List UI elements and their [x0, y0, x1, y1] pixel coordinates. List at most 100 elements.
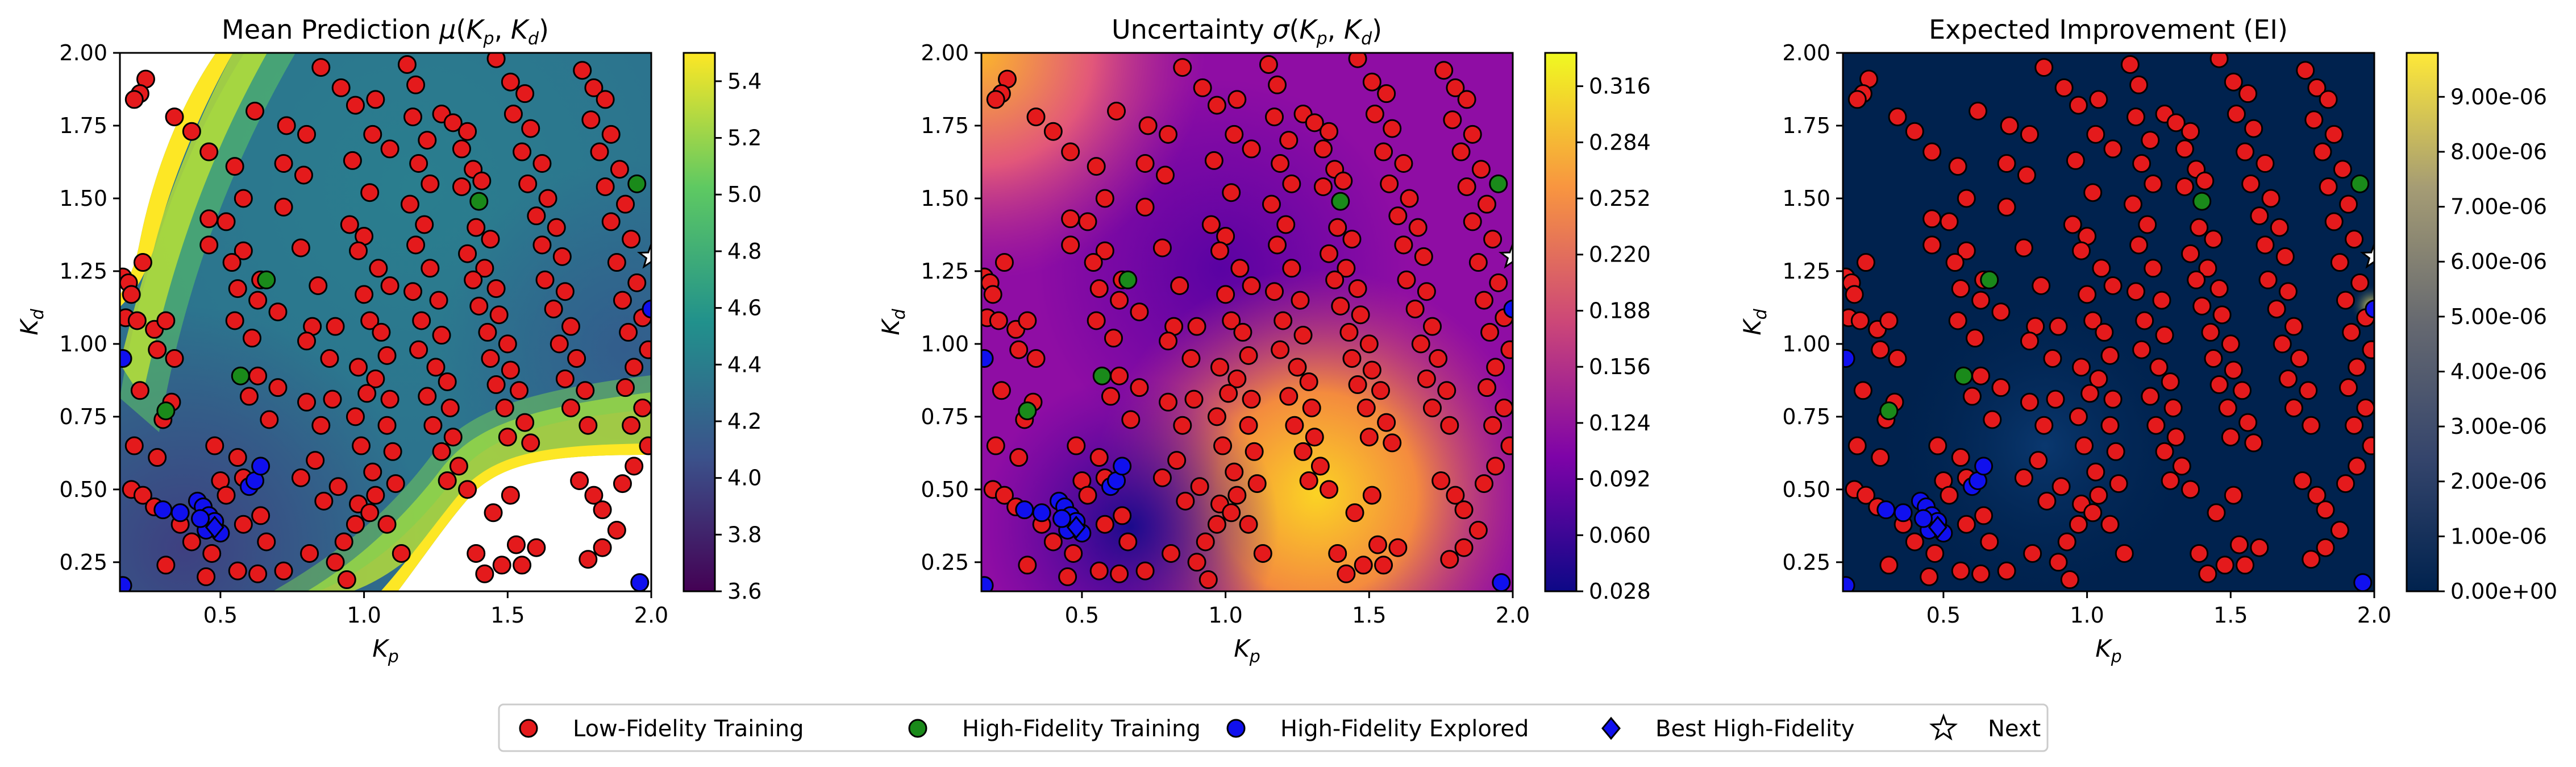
low-fidelity-point [1121, 410, 1141, 429]
low-fidelity-point [2175, 177, 2194, 196]
low-fidelity-point [1354, 555, 1373, 575]
low-fidelity-point [596, 177, 615, 196]
low-fidelity-point [1940, 212, 1959, 231]
low-fidelity-point [527, 206, 546, 226]
low-fidelity-point [1113, 506, 1132, 525]
low-fidelity-point [625, 358, 644, 377]
low-fidelity-point [346, 407, 365, 426]
low-fidelity-point [2224, 72, 2243, 92]
low-fidelity-point [380, 276, 399, 296]
low-fidelity-point [2057, 532, 2076, 552]
low-fidelity-point [535, 270, 555, 289]
low-fidelity-point [1026, 107, 1046, 127]
low-fidelity-point [372, 322, 391, 342]
x-tick-label: 2.0 [2357, 603, 2391, 628]
low-fidelity-point [2342, 322, 2361, 342]
low-fidelity-point [1135, 197, 1155, 217]
low-fidelity-point [2135, 311, 2154, 330]
low-fidelity-point [234, 241, 253, 260]
low-fidelity-point [1253, 544, 1272, 563]
high-fidelity-training-point [231, 366, 250, 385]
low-fidelity-point [2356, 399, 2374, 418]
low-fidelity-point [2212, 305, 2232, 325]
low-fidelity-point [1871, 340, 1890, 359]
low-fidelity-point [409, 340, 428, 359]
low-fidelity-point [625, 457, 644, 476]
low-fidelity-point [242, 329, 261, 348]
low-fidelity-point [1225, 125, 1244, 144]
low-fidelity-point [2236, 142, 2255, 161]
low-fidelity-point [1110, 366, 1129, 385]
low-fidelity-point [2141, 131, 2160, 150]
low-fidelity-point [406, 75, 426, 94]
y-tick-label: 1.00 [1782, 331, 1830, 356]
low-fidelity-point [2078, 285, 2097, 304]
low-fidelity-point [323, 389, 342, 409]
low-fidelity-point [423, 416, 443, 435]
low-fidelity-point [2339, 194, 2358, 214]
low-fidelity-point [2330, 253, 2349, 272]
low-fidelity-point [1337, 564, 1356, 583]
low-fidelity-point [2330, 521, 2349, 540]
low-fidelity-point [1225, 462, 1244, 482]
high-fidelity-training-point [469, 192, 489, 211]
low-fidelity-point [2161, 471, 2180, 490]
low-fidelity-point [377, 416, 397, 435]
low-fidelity-point [590, 142, 609, 161]
low-fidelity-point [2227, 104, 2246, 123]
low-fidelity-point [1247, 474, 1267, 494]
low-fidelity-point [584, 78, 604, 97]
low-fidelity-point [2284, 399, 2303, 418]
low-fidelity-point [2100, 416, 2120, 435]
low-fidelity-point [1320, 480, 1339, 499]
low-fidelity-point [1227, 369, 1247, 388]
low-fidelity-point [133, 486, 152, 505]
legend-swatch [908, 719, 927, 738]
low-fidelity-point [576, 381, 595, 400]
low-fidelity-point [544, 299, 563, 318]
low-fidelity-point [1107, 101, 1126, 121]
low-fidelity-point [2129, 75, 2149, 94]
high-fidelity-explored-point [981, 349, 994, 368]
low-fidelity-point [2293, 471, 2312, 490]
low-fidelity-point [432, 442, 451, 461]
low-fidelity-point [2221, 428, 2240, 447]
low-fidelity-point [2299, 381, 2318, 400]
low-fidelity-point [1440, 550, 1459, 569]
low-fidelity-point [1313, 139, 1333, 159]
low-fidelity-point [1905, 122, 1924, 141]
low-fidelity-point [1474, 474, 1493, 494]
low-fidelity-point [1500, 340, 1513, 359]
colorbar-tick-label: 4.2 [727, 409, 761, 434]
low-fidelity-point [2307, 78, 2327, 97]
legend-swatch [1929, 713, 1958, 741]
low-fidelity-point [2345, 416, 2364, 435]
low-fidelity-point [2146, 416, 2166, 435]
low-fidelity-point [2095, 322, 2114, 342]
low-fidelity-point [1417, 282, 1436, 301]
low-fidelity-point [2244, 433, 2263, 453]
low-fidelity-point [1957, 515, 1976, 534]
low-fidelity-point [348, 241, 368, 260]
low-fidelity-point [1095, 189, 1114, 208]
low-fidelity-point [2000, 116, 2019, 135]
low-fidelity-point [311, 58, 331, 77]
low-fidelity-point [421, 259, 440, 278]
y-tick-label: 1.00 [921, 331, 969, 356]
y-tick-label: 1.50 [1782, 186, 1830, 211]
low-fidelity-point [1348, 375, 1367, 395]
low-fidelity-point [438, 471, 457, 490]
low-fidelity-point [1043, 532, 1063, 552]
low-fidelity-point [1095, 241, 1114, 260]
low-fidelity-point [2089, 369, 2108, 388]
low-fidelity-point [458, 244, 477, 263]
low-fidelity-point [2207, 503, 2226, 523]
low-fidelity-point [2324, 125, 2344, 144]
colorbar-tick-label: 0.284 [1589, 130, 1651, 155]
low-fidelity-point [257, 532, 276, 552]
low-fidelity-point [1365, 104, 1384, 123]
low-fidelity-point [555, 369, 575, 388]
low-fidelity-point [1009, 340, 1029, 359]
